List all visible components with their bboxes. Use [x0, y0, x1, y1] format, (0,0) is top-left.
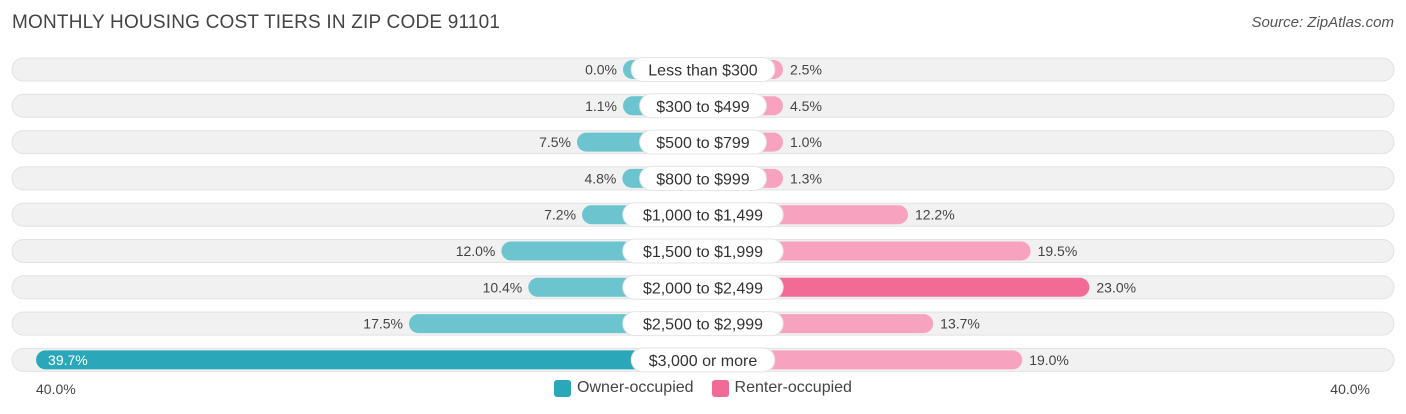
owner-value-label: 7.5% — [539, 134, 571, 150]
category-pill — [622, 238, 784, 264]
category-pill — [639, 129, 767, 155]
owner-bar — [36, 350, 704, 370]
axis-right-label: 40.0% — [1330, 381, 1370, 397]
category-label: $2,500 to $2,999 — [643, 317, 763, 334]
category-label: $1,000 to $1,499 — [643, 208, 763, 225]
legend-item-owner[interactable]: Owner-occupied — [554, 379, 694, 397]
renter-value-label: 13.7% — [940, 316, 980, 332]
renter-value-label: 19.5% — [1038, 243, 1078, 259]
axis-left-label: 40.0% — [36, 381, 76, 397]
legend-item-renter[interactable]: Renter-occupied — [711, 379, 852, 397]
owner-value-label: 1.1% — [585, 98, 617, 114]
category-label: $300 to $499 — [656, 99, 750, 116]
owner-value-label: 39.7% — [48, 352, 88, 368]
renter-value-label: 1.0% — [790, 134, 822, 150]
category-pill — [622, 274, 784, 300]
owner-value-label: 7.2% — [544, 207, 576, 223]
owner-swatch — [554, 379, 572, 397]
category-label: Less than $300 — [648, 63, 758, 80]
category-pill — [622, 202, 784, 228]
category-pill — [639, 93, 767, 119]
legend-renter-label: Renter-occupied — [734, 379, 852, 396]
renter-swatch — [711, 379, 729, 397]
owner-value-label: 10.4% — [483, 279, 523, 295]
category-label: $3,000 or more — [649, 353, 758, 370]
owner-value-label: 4.8% — [584, 170, 616, 186]
category-pill — [630, 347, 776, 373]
category-pill — [639, 165, 767, 191]
renter-bar — [703, 350, 1023, 370]
owner-value-label: 12.0% — [456, 243, 496, 259]
renter-value-label: 19.0% — [1029, 352, 1069, 368]
legend-owner-label: Owner-occupied — [577, 379, 694, 396]
category-pill — [630, 57, 776, 82]
chart-title: MONTHLY HOUSING COST TIERS IN ZIP CODE 9… — [12, 12, 501, 33]
renter-value-label: 2.5% — [790, 62, 822, 78]
owner-value-label: 0.0% — [585, 62, 617, 78]
category-pill — [622, 311, 784, 337]
category-label: $500 to $799 — [656, 135, 750, 152]
source-label: Source: ZipAtlas.com — [1251, 14, 1394, 31]
renter-value-label: 1.3% — [790, 170, 822, 186]
category-label: $1,500 to $1,999 — [643, 244, 763, 261]
category-label: $2,000 to $2,499 — [643, 280, 763, 297]
legend: Owner-occupied Renter-occupied — [0, 379, 1406, 397]
renter-bar — [703, 241, 1031, 261]
category-label: $800 to $999 — [656, 171, 750, 188]
renter-value-label: 12.2% — [915, 207, 955, 223]
renter-value-label: 23.0% — [1096, 279, 1136, 295]
renter-bar — [703, 277, 1090, 297]
renter-value-label: 4.5% — [790, 98, 822, 114]
owner-value-label: 17.5% — [363, 316, 403, 332]
